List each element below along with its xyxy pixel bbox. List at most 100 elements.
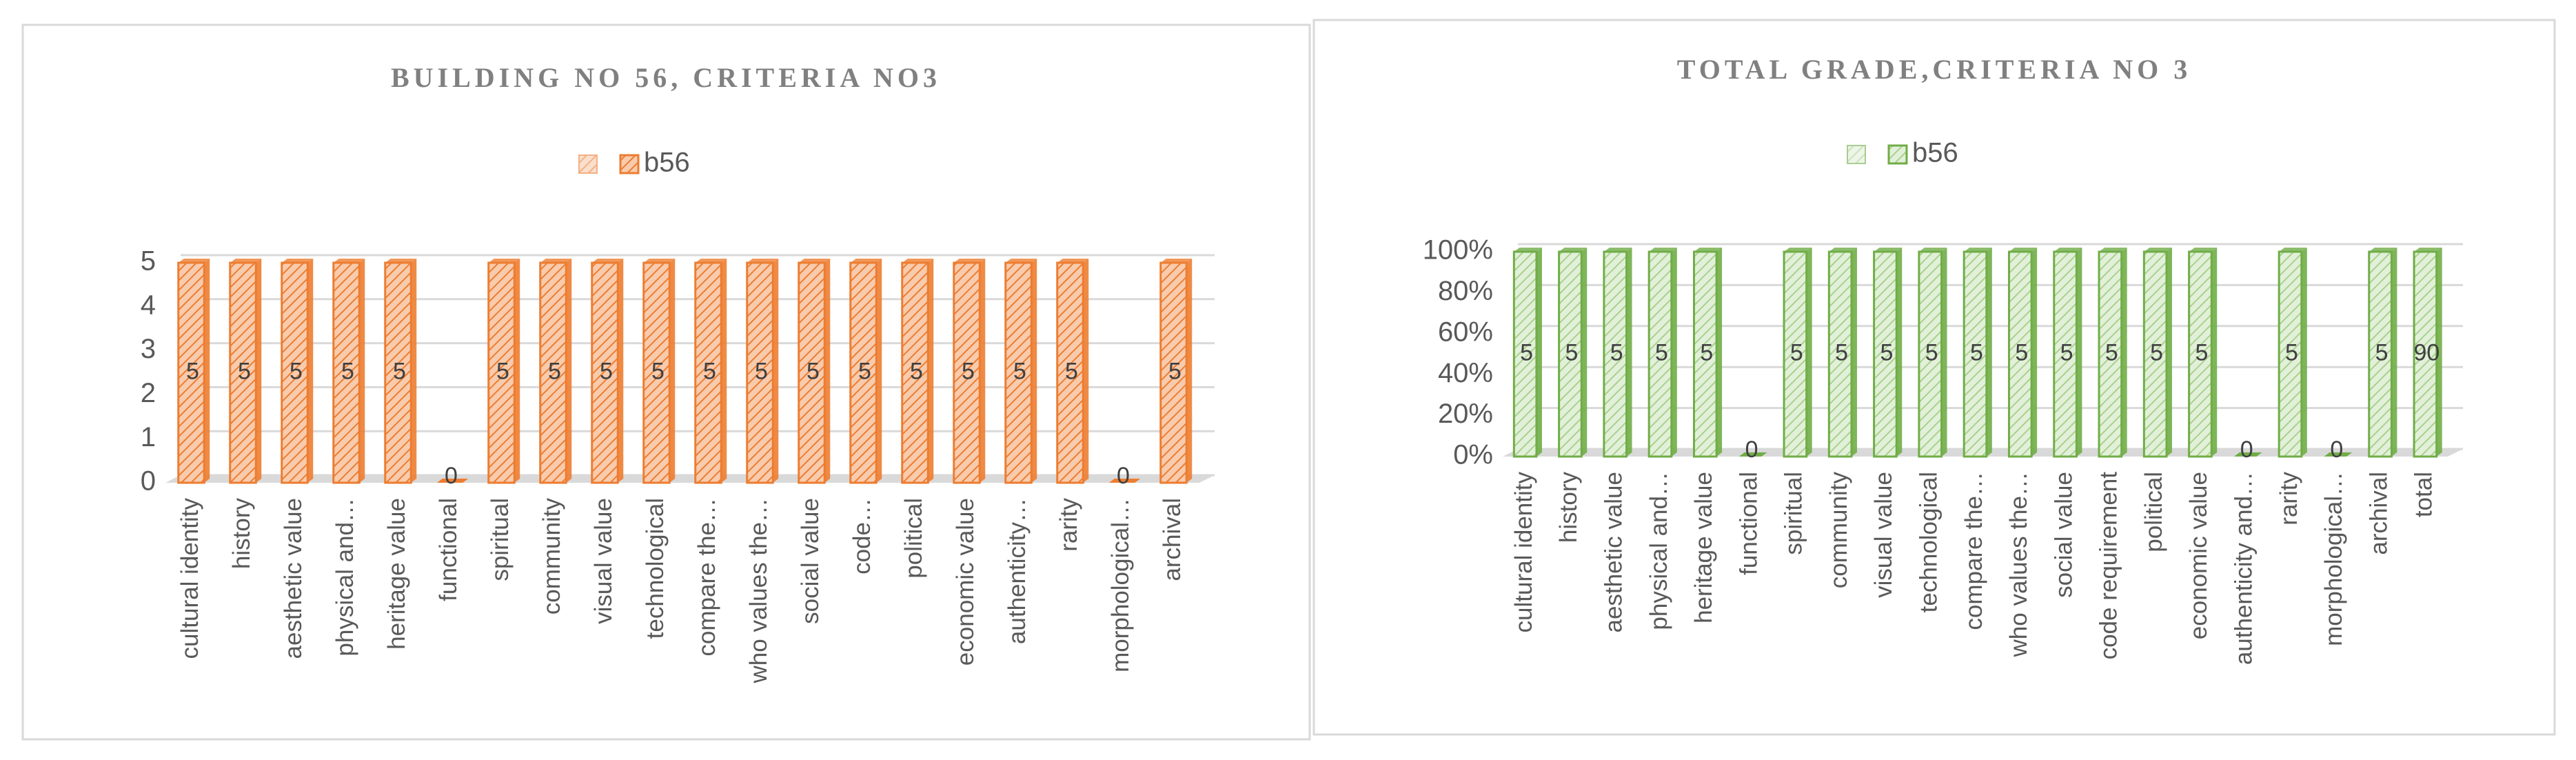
bar-top bbox=[747, 259, 779, 263]
bar bbox=[2098, 250, 2123, 458]
bar bbox=[332, 261, 361, 484]
bar bbox=[1827, 250, 1853, 458]
bar bbox=[798, 261, 826, 484]
y-tick-label: 100% bbox=[1423, 235, 1493, 266]
bar-top bbox=[385, 259, 417, 263]
x-tick-label: functional bbox=[435, 498, 462, 601]
bar bbox=[2188, 250, 2213, 458]
legend-swatch bbox=[578, 154, 598, 174]
bar-side bbox=[1581, 248, 1588, 457]
bar-side bbox=[618, 259, 624, 483]
bar-side bbox=[928, 259, 934, 483]
bar-top bbox=[2144, 248, 2172, 252]
x-tick-label: community bbox=[538, 498, 565, 615]
bar bbox=[953, 261, 981, 484]
x-tick-label: visual value bbox=[1870, 472, 1897, 598]
bar-top bbox=[695, 259, 727, 263]
bar-side bbox=[359, 259, 365, 483]
bar bbox=[2142, 250, 2168, 458]
x-tick-label: aesthetic value bbox=[1600, 472, 1627, 632]
bar bbox=[2368, 250, 2393, 458]
bar-side bbox=[2031, 248, 2038, 457]
x-tick-label: authenticity… bbox=[1004, 498, 1031, 644]
bar-side bbox=[1851, 248, 1857, 457]
data-label: 5 bbox=[1835, 339, 1848, 366]
bar-side bbox=[1083, 259, 1089, 483]
bar-top bbox=[902, 259, 934, 263]
bar-side bbox=[307, 259, 314, 483]
y-tick-label: 40% bbox=[1438, 358, 1493, 388]
data-label: 5 bbox=[238, 358, 251, 384]
x-tick-label: compare the… bbox=[1960, 472, 1987, 630]
bar-top bbox=[2369, 248, 2397, 252]
bar bbox=[2324, 452, 2353, 457]
data-label: 5 bbox=[290, 358, 303, 384]
x-tick-label: rarity bbox=[2275, 472, 2302, 526]
bar-side bbox=[2211, 248, 2218, 457]
data-label: 5 bbox=[1565, 339, 1578, 366]
data-label: 5 bbox=[1880, 339, 1893, 366]
bar-top bbox=[1918, 248, 1947, 252]
bar bbox=[1004, 261, 1033, 484]
data-label: 5 bbox=[1790, 339, 1803, 366]
bar-top bbox=[850, 259, 882, 263]
x-tick-label: history bbox=[228, 498, 255, 570]
x-tick-label: spiritual bbox=[1781, 472, 1807, 555]
bar-top bbox=[591, 259, 624, 263]
bar-top bbox=[1160, 259, 1193, 263]
bar-side bbox=[514, 259, 520, 483]
bar-top bbox=[333, 259, 365, 263]
data-label: 0 bbox=[1745, 437, 1758, 463]
y-tick-label: 4 bbox=[141, 290, 156, 320]
bar-top bbox=[798, 259, 831, 263]
bar-side bbox=[204, 259, 210, 483]
bar-top bbox=[281, 259, 314, 263]
data-label: 5 bbox=[2150, 339, 2163, 366]
data-label: 5 bbox=[755, 358, 768, 384]
bar-top bbox=[953, 259, 986, 263]
chart-title: BUILDING NO 56, CRITERIA NO3 bbox=[391, 62, 941, 93]
data-label: 5 bbox=[1610, 339, 1623, 366]
bar bbox=[1963, 250, 1988, 458]
data-label: 5 bbox=[1520, 339, 1533, 366]
data-label: 5 bbox=[341, 358, 354, 384]
data-label: 5 bbox=[703, 358, 716, 384]
bar-side bbox=[669, 259, 676, 483]
y-tick-label: 0% bbox=[1453, 440, 1493, 470]
bar-top bbox=[1603, 248, 1632, 252]
bar-top bbox=[230, 259, 262, 263]
bar-top bbox=[643, 259, 676, 263]
x-tick-label: who values the… bbox=[745, 498, 772, 683]
x-tick-label: economic value bbox=[2185, 472, 2212, 639]
x-tick-label: physical and… bbox=[1645, 472, 1672, 630]
bar-side bbox=[1716, 248, 1723, 457]
data-label: 5 bbox=[2195, 339, 2208, 366]
x-tick-label: technological bbox=[1915, 472, 1942, 612]
legend-swatch bbox=[1847, 145, 1866, 164]
x-tick-label: total bbox=[2411, 472, 2437, 517]
bar-side bbox=[1941, 248, 1947, 457]
bar-top bbox=[2099, 248, 2127, 252]
x-tick-label: community bbox=[1825, 472, 1852, 589]
bar-side bbox=[411, 259, 417, 483]
x-tick-label: economic value bbox=[952, 498, 979, 666]
data-label: 5 bbox=[910, 358, 923, 384]
bar-side bbox=[1626, 248, 1632, 457]
x-tick-label: cultural identity bbox=[1510, 472, 1537, 633]
bar-side bbox=[1031, 259, 1037, 483]
bar bbox=[436, 479, 469, 483]
bar-side bbox=[256, 259, 262, 483]
data-label: 5 bbox=[1925, 339, 1938, 366]
y-tick-label: 1 bbox=[141, 422, 156, 452]
legend-label: b56 bbox=[1912, 138, 1958, 168]
x-tick-label: technological bbox=[642, 498, 669, 639]
bar bbox=[1108, 479, 1141, 483]
bar-top bbox=[178, 259, 210, 263]
x-tick-label: heritage value bbox=[1690, 472, 1717, 623]
bar-side bbox=[2166, 248, 2172, 457]
bar-side bbox=[876, 259, 882, 483]
data-label: 5 bbox=[548, 358, 561, 384]
bar-side bbox=[566, 259, 572, 483]
bar-side bbox=[2301, 248, 2307, 457]
bar-side bbox=[1806, 248, 1812, 457]
